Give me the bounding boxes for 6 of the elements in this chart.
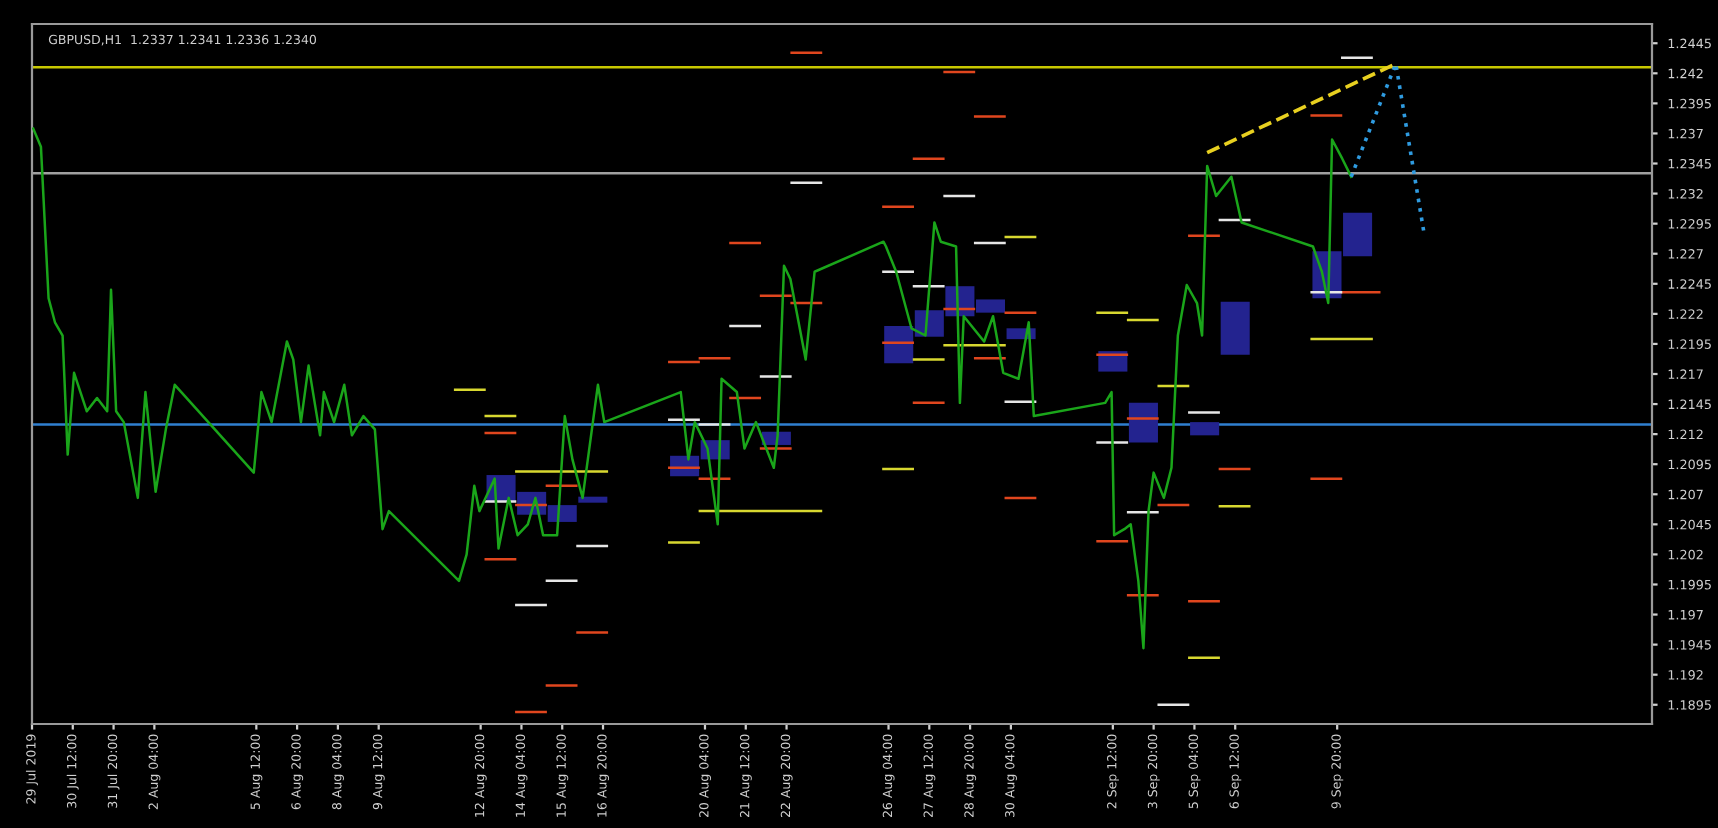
bar (1128, 402, 1158, 443)
bar (1190, 422, 1220, 436)
line-series (32, 127, 1353, 650)
bar (1220, 301, 1250, 355)
bar (578, 496, 608, 503)
bar (1098, 351, 1128, 372)
